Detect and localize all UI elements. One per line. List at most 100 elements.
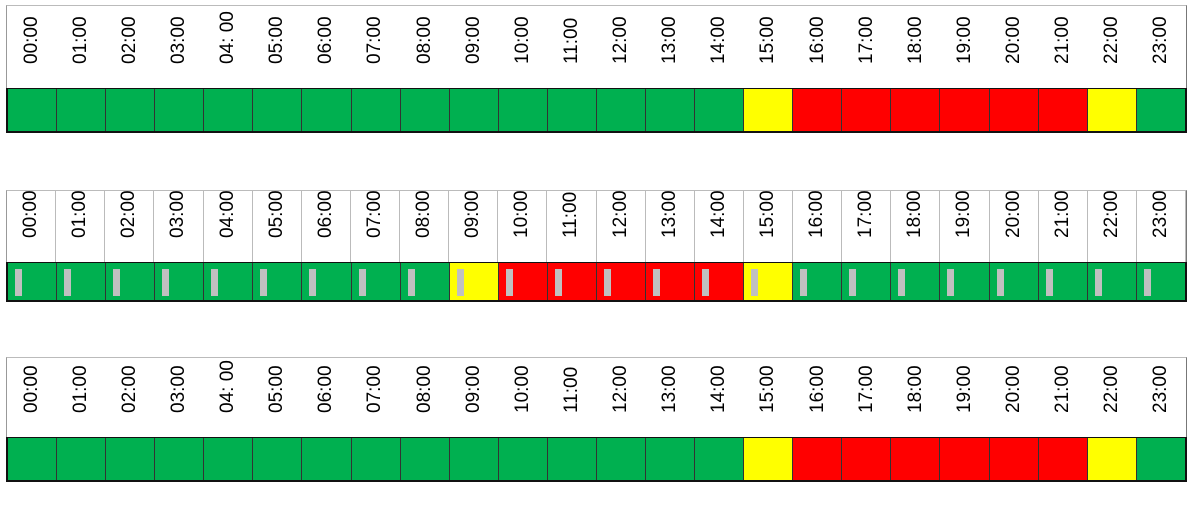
time-marker xyxy=(64,269,72,296)
hour-status-cell xyxy=(498,263,548,300)
hour-label: 17:00 xyxy=(855,365,877,413)
hour-label: 19:00 xyxy=(953,365,975,413)
hour-label: 07:00 xyxy=(363,190,385,238)
hour-header: 14:00 xyxy=(695,6,744,88)
hour-label: 05:00 xyxy=(265,190,287,238)
hour-label: 18:00 xyxy=(904,365,926,413)
hour-label: 13:00 xyxy=(659,365,681,413)
hour-status-cell xyxy=(204,438,254,480)
hour-header: 18:00 xyxy=(891,6,940,88)
hour-header: 02:00 xyxy=(105,190,155,262)
hour-label: 03:00 xyxy=(167,365,189,413)
time-marker xyxy=(407,269,415,296)
hour-label: 17:00 xyxy=(855,16,877,64)
hour-header: 07:00 xyxy=(351,358,400,437)
hour-status-cell xyxy=(547,438,597,480)
hour-status-cell xyxy=(253,438,303,480)
hour-status-cell xyxy=(547,89,597,131)
hour-label: 20:00 xyxy=(1002,190,1024,238)
hour-label: 08:00 xyxy=(413,190,435,238)
time-marker xyxy=(849,269,857,296)
hour-status-cell xyxy=(57,438,107,480)
time-marker xyxy=(1045,269,1053,296)
hour-header: 01:00 xyxy=(56,358,105,437)
hour-label: 12:00 xyxy=(610,365,632,413)
hour-status-cell xyxy=(940,89,990,131)
hour-header: 06:00 xyxy=(302,358,351,437)
hour-header: 19:00 xyxy=(940,6,989,88)
hour-label: 08:00 xyxy=(413,16,435,64)
hour-status-cell xyxy=(744,263,794,300)
hour-status-cell xyxy=(1136,89,1185,131)
hour-status-cell xyxy=(57,89,107,131)
hour-header: 08:00 xyxy=(400,190,450,262)
hour-status-cell xyxy=(155,89,205,131)
hour-label: 20:00 xyxy=(1003,16,1025,64)
hour-label: 06:00 xyxy=(314,190,336,238)
hour-status-cell xyxy=(253,89,303,131)
hour-label: 11:00 xyxy=(560,366,582,413)
hour-status-cell xyxy=(744,438,794,480)
hour-header: 11:00 xyxy=(547,191,597,262)
time-marker xyxy=(800,269,808,296)
time-marker xyxy=(554,269,562,296)
hour-status-cell xyxy=(793,438,843,480)
hour-label: 03:00 xyxy=(167,16,189,64)
hour-header: 15:00 xyxy=(744,358,793,437)
hour-header: 01:00 xyxy=(56,190,106,262)
hour-label: 18:00 xyxy=(904,16,926,64)
hour-label: 14:00 xyxy=(708,16,730,64)
hour-label: 04: 00 xyxy=(217,11,239,64)
hour-header: 14:00 xyxy=(695,190,744,262)
hour-label: 21:00 xyxy=(1051,190,1073,238)
timeline-3: 00:00 01:00 02:00 03:00 04: 00 05:00 06:00 07:0… xyxy=(6,357,1187,482)
time-marker xyxy=(113,269,121,296)
hour-label: 12:00 xyxy=(609,190,631,238)
hour-header: 05:00 xyxy=(253,358,302,437)
hour-header: 17:00 xyxy=(842,190,892,262)
hour-status-cell xyxy=(1038,263,1088,300)
hour-label: 03:00 xyxy=(167,190,189,238)
hour-label: 06:00 xyxy=(315,16,337,64)
hour-header: 13:00 xyxy=(646,358,695,437)
hour-label: 15:00 xyxy=(757,16,779,64)
time-marker xyxy=(653,269,661,296)
hour-header: 03:00 xyxy=(154,6,203,88)
hour-label: 01:00 xyxy=(69,16,91,64)
hour-status-cell xyxy=(155,438,205,480)
hour-header: 02:00 xyxy=(105,358,154,437)
hour-status-cell xyxy=(891,89,941,131)
hour-status-cell xyxy=(351,263,401,300)
hour-header: 14:00 xyxy=(695,358,744,437)
hour-header: 19:00 xyxy=(940,358,989,437)
time-marker xyxy=(947,269,955,296)
hour-label: 01:00 xyxy=(69,190,91,238)
hour-label: 09:00 xyxy=(462,16,484,64)
time-marker xyxy=(996,269,1004,296)
hour-header: 15:00 xyxy=(744,6,793,88)
hour-status-cell xyxy=(596,89,647,131)
timeline-1: 00:00 01:00 02:00 03:00 04: 00 05:00 06:00 07:0… xyxy=(6,5,1187,133)
hour-status-cell xyxy=(695,263,745,300)
hour-status-cell xyxy=(8,89,58,131)
hour-header: 11:00 xyxy=(547,6,596,88)
hour-label: 13:00 xyxy=(658,190,680,238)
time-marker xyxy=(358,269,366,296)
hour-status-cell xyxy=(106,263,156,300)
hour-status-cell xyxy=(8,263,58,300)
hour-header: 20:00 xyxy=(990,190,1039,262)
timeline-2: 00:00 01:00 02:00 03:00 04:00 05:00 06:00 07:00… xyxy=(6,190,1187,302)
time-marker xyxy=(1094,269,1102,296)
hour-label: 07:00 xyxy=(364,365,386,413)
hour-status-cell xyxy=(1136,438,1185,480)
hour-header: 17:00 xyxy=(842,6,891,88)
hour-label: 10:00 xyxy=(511,16,533,64)
hour-header: 00:00 xyxy=(7,6,56,88)
hour-status-cell xyxy=(302,438,352,480)
hour-label: 00:00 xyxy=(20,16,42,64)
hour-header: 09:00 xyxy=(449,358,498,437)
hour-header: 16:00 xyxy=(793,190,843,262)
hour-label: 15:00 xyxy=(757,365,779,413)
hour-status-cell xyxy=(744,89,794,131)
hour-status-cell xyxy=(842,89,892,131)
